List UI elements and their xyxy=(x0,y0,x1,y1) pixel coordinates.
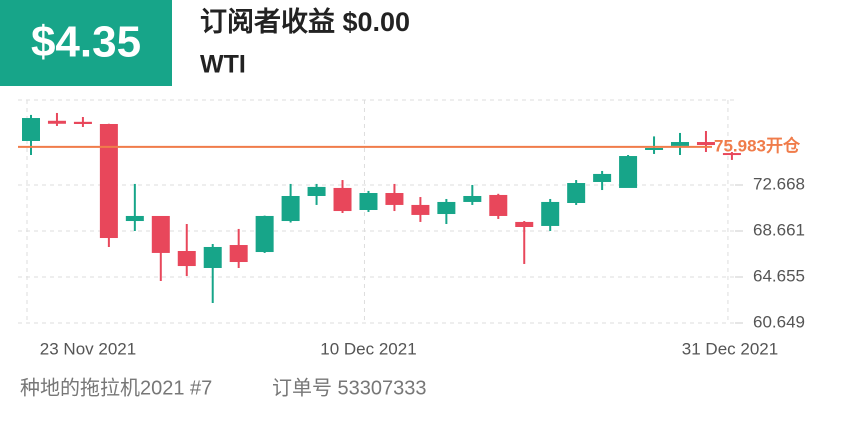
earnings: 订阅者收益 $0.00 xyxy=(200,7,410,37)
symbol: WTI xyxy=(200,51,246,79)
y-tick-label: 64.655 xyxy=(753,266,805,285)
candle-body xyxy=(489,194,508,216)
candle-body xyxy=(463,195,482,202)
candle-body xyxy=(671,142,689,146)
x-tick-label: 31 Dec 2021 xyxy=(682,339,778,358)
candle-body xyxy=(411,204,430,215)
candle-body xyxy=(177,250,196,267)
y-tick-label: 60.649 xyxy=(753,312,805,331)
candle-body xyxy=(255,215,274,253)
candle-body xyxy=(541,201,560,226)
candle-body xyxy=(385,193,404,205)
account-name: 种地的拖拉机2021 #7 xyxy=(20,376,212,399)
y-tick-label: 68.661 xyxy=(753,220,805,239)
x-tick-label: 10 Dec 2021 xyxy=(320,339,416,358)
order-number: 订单号 53307333 xyxy=(272,376,427,399)
reference-label: 75.983开仓 xyxy=(714,135,801,155)
candle-body xyxy=(307,186,326,196)
x-tick-label: 23 Nov 2021 xyxy=(40,339,136,358)
candle-body xyxy=(359,193,378,211)
y-tick-label: 72.668 xyxy=(753,174,805,193)
candle-body xyxy=(722,153,741,156)
candle-body xyxy=(619,156,638,188)
badge-bg xyxy=(0,0,172,86)
badge: $4.35 xyxy=(31,18,141,67)
candle-body xyxy=(125,215,144,222)
candle-body xyxy=(645,147,664,150)
candle-body xyxy=(22,118,40,141)
candle-body xyxy=(203,246,222,268)
candle-body xyxy=(437,201,456,215)
candle-body xyxy=(47,120,66,124)
candle-body xyxy=(333,187,352,212)
candle-body xyxy=(281,195,300,222)
candle-body xyxy=(515,221,534,227)
candle-body xyxy=(696,142,715,146)
candle-body xyxy=(99,123,118,239)
candle-body xyxy=(151,215,170,253)
candle-body xyxy=(567,183,586,203)
candle-body xyxy=(593,173,612,182)
candle-body xyxy=(73,121,92,124)
candle-body xyxy=(229,245,248,263)
